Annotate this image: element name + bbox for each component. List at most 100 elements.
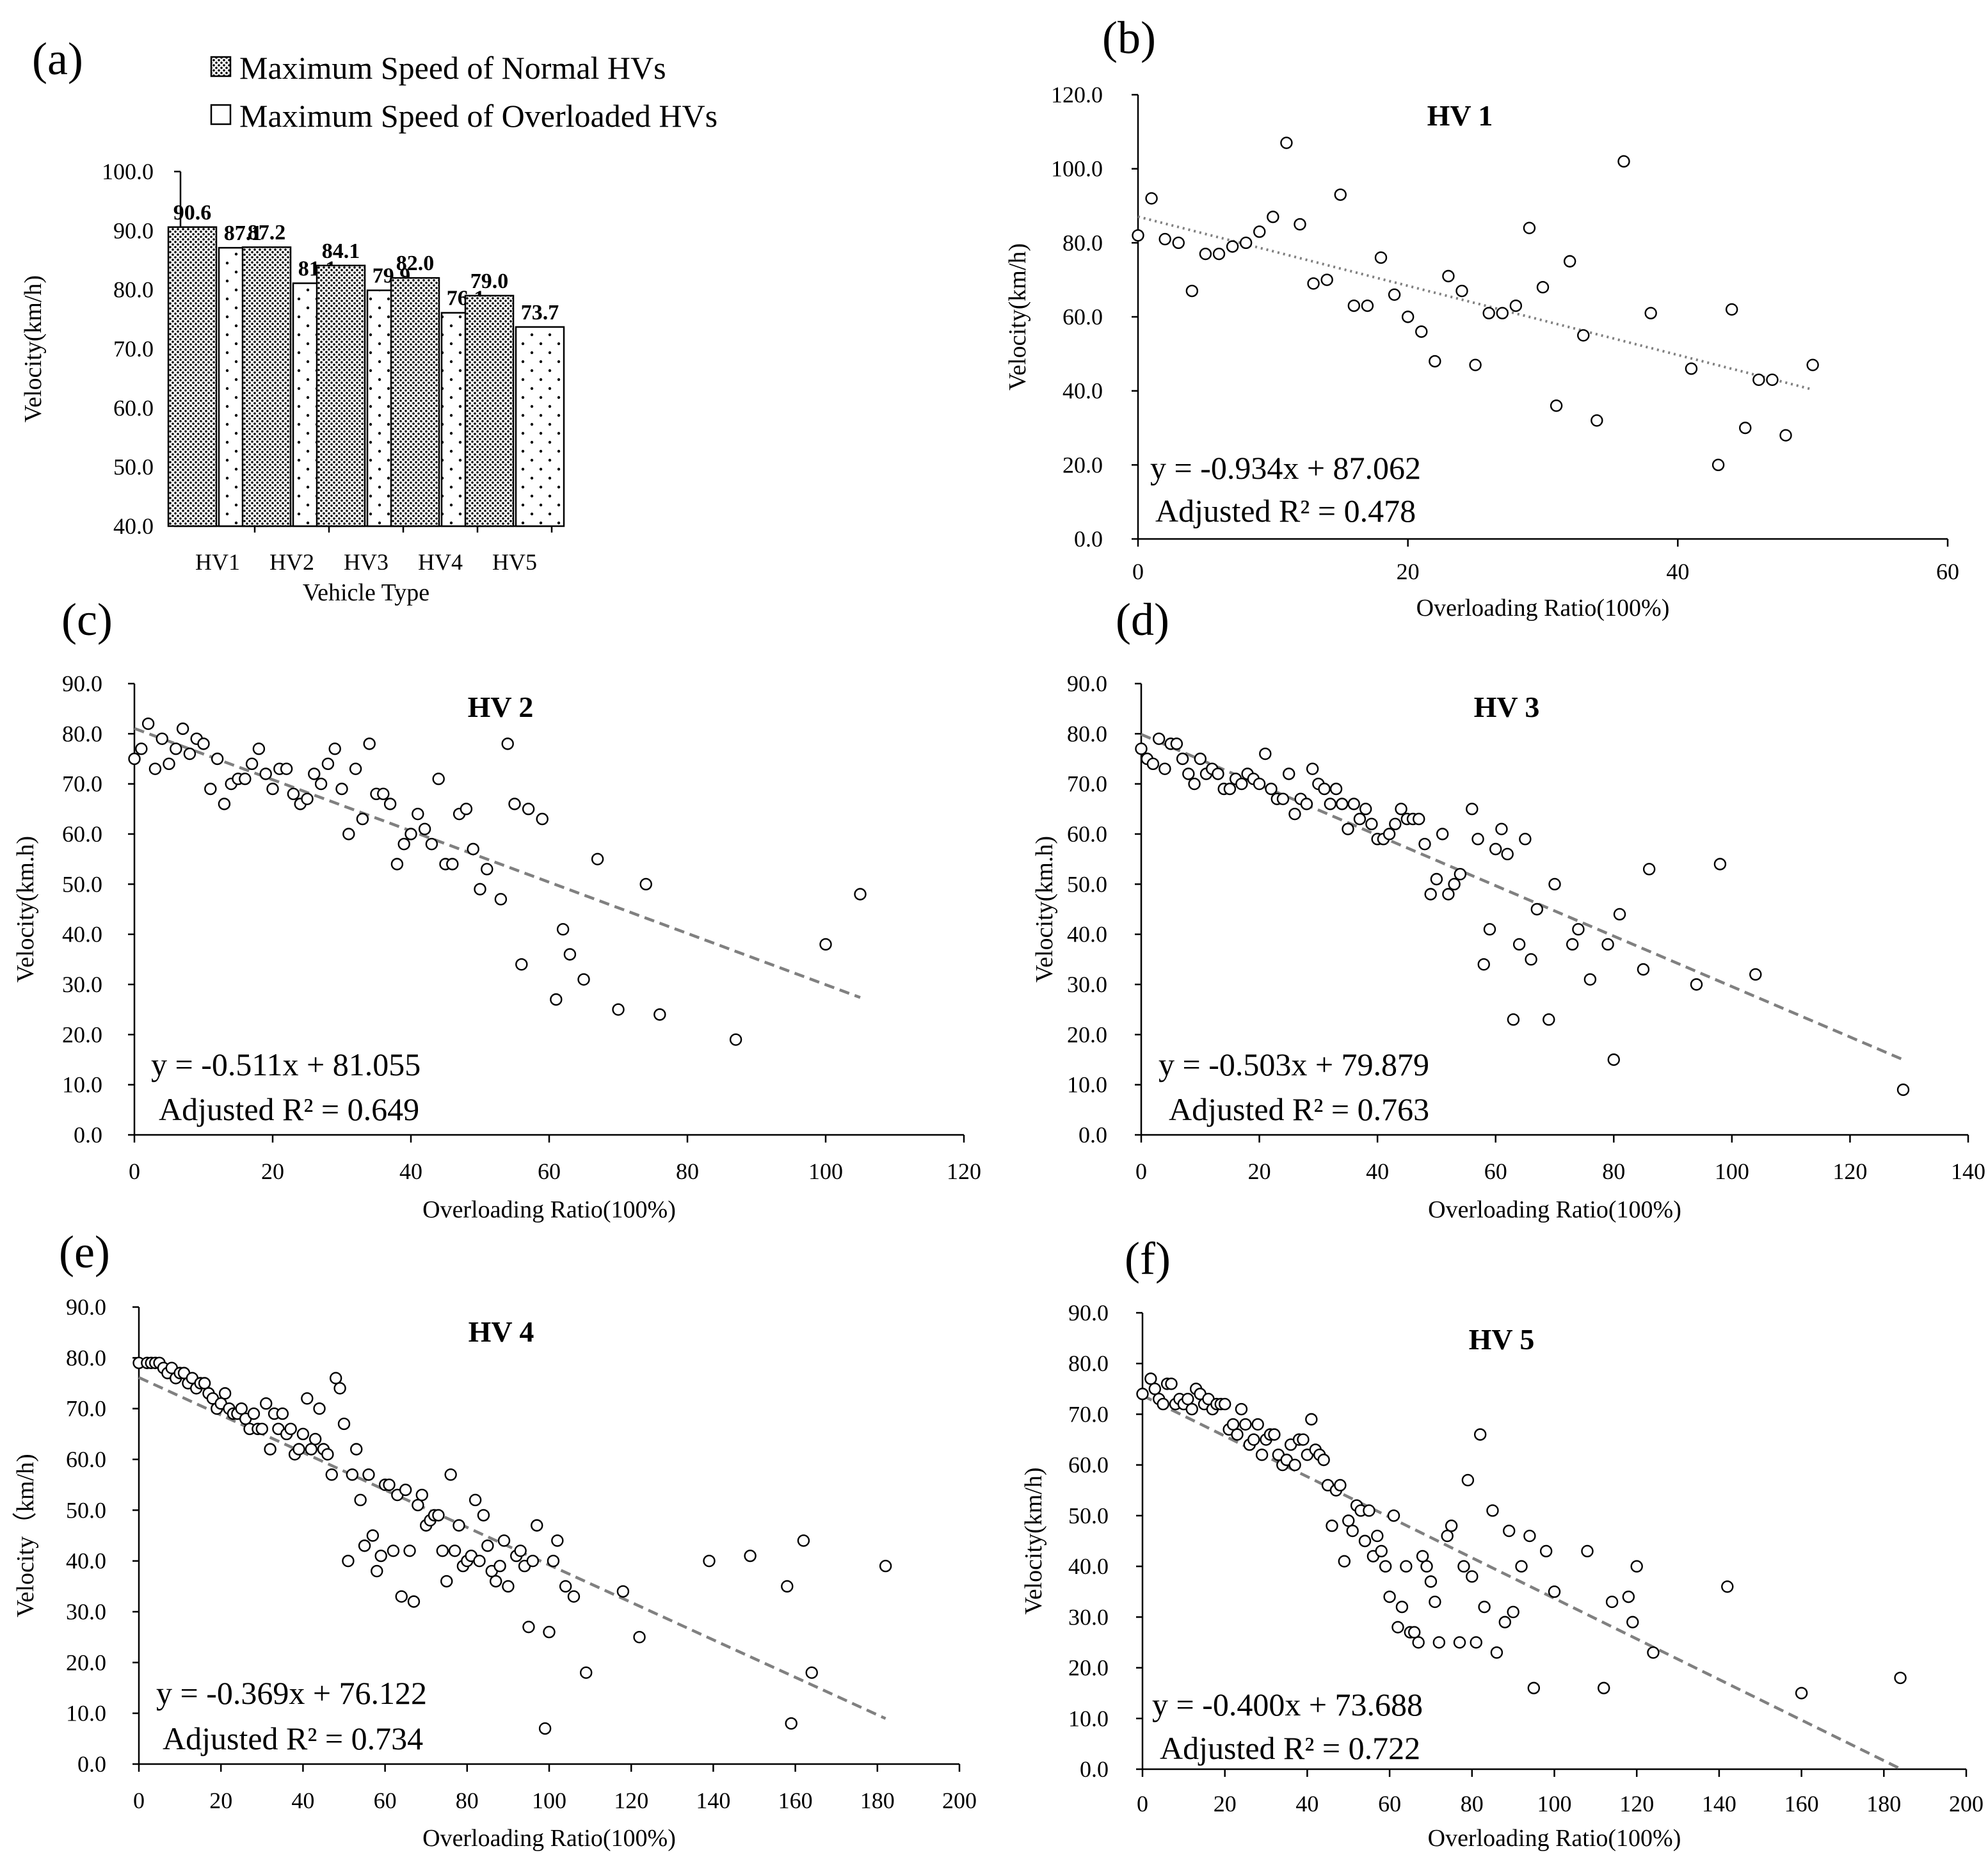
panel-e-data-point	[350, 1443, 363, 1456]
panel-c-data-point	[280, 762, 293, 775]
panel-d-data-point	[1572, 923, 1585, 936]
panel-e-data-point	[329, 1372, 342, 1384]
panel-e-data-point	[325, 1468, 338, 1481]
panel-d-regression-equation: y = -0.503x + 79.879	[1158, 1047, 1429, 1082]
panel-c-data-point	[383, 798, 397, 810]
panel-d-y-tick-label: 20.0	[1067, 1022, 1107, 1047]
panel-f-data-point	[1136, 1388, 1149, 1401]
panel-a-y-axis-title: Velocity(km/h)	[20, 275, 47, 422]
panel-f-data-point	[1247, 1433, 1260, 1446]
panel-e-data-point	[440, 1575, 453, 1588]
panel-c-data-point	[321, 757, 335, 771]
panel-d-data-point	[1318, 782, 1331, 796]
panel-e-x-tick-label: 120	[614, 1788, 648, 1813]
panel-c-data-point	[141, 717, 155, 730]
panel-d-data-point	[1483, 923, 1496, 936]
panel-b-data-point	[1347, 299, 1361, 312]
panel-c-data-point	[349, 762, 362, 775]
panel-f-data-point	[1503, 1524, 1516, 1537]
panel-c-data-point	[481, 863, 493, 876]
panel-e-data-point	[436, 1545, 449, 1557]
panel-b-y-tick-label: 80.0	[1062, 230, 1103, 255]
panel-e-data-point	[415, 1488, 428, 1502]
panel-b-x-tick-label: 60	[1936, 559, 1959, 584]
panel-f-data-point	[1515, 1560, 1528, 1573]
panel-f-data-point	[1346, 1524, 1359, 1537]
panel-f-x-tick-label: 40	[1295, 1791, 1319, 1817]
panel-d-data-point	[1430, 872, 1443, 886]
panel-f-data-point	[1185, 1402, 1198, 1416]
panel-b-data-point	[1442, 269, 1455, 283]
panel-c-data-point	[252, 742, 266, 755]
panel-d-data-point	[1489, 842, 1502, 856]
panel-d-data-point	[1359, 803, 1372, 815]
panel-d-data-point	[1471, 833, 1484, 846]
panel-c-data-point	[522, 803, 535, 815]
panel-f-y-tick-label: 30.0	[1068, 1604, 1109, 1630]
panel-e-data-point	[247, 1407, 261, 1420]
panel-e-data-point	[403, 1545, 416, 1557]
panel-d-y-tick-label: 10.0	[1067, 1072, 1107, 1098]
panel-f-y-tick-label: 10.0	[1068, 1706, 1109, 1731]
panel-c-data-point	[211, 752, 224, 766]
panel-c-data-point	[245, 757, 259, 771]
panel-e-x-tick-label: 60	[374, 1788, 397, 1813]
panel-e-data-point	[264, 1443, 277, 1456]
panel-a-bar-value-label: 90.6	[173, 201, 212, 225]
panel-e-y-tick-label: 10.0	[66, 1701, 106, 1726]
panel-f-y-tick-label: 60.0	[1068, 1452, 1109, 1478]
panel-f-x-axis-title: Overloading Ratio(100%)	[1428, 1825, 1681, 1852]
panel-b-data-point	[1739, 421, 1752, 435]
panel-f-x-tick-label: 200	[1949, 1791, 1984, 1817]
panel-c-data-point	[536, 812, 549, 826]
panel-a-bar-value-label: 82.0	[396, 252, 435, 275]
panel-c-data-point	[412, 807, 424, 821]
panel-e-data-point	[374, 1550, 387, 1562]
panel-d-data-point	[1583, 973, 1597, 986]
panel-d-data-point	[1253, 777, 1266, 791]
panel-b-data-point	[1563, 255, 1576, 268]
panel-f-data-point	[1473, 1428, 1487, 1441]
panel-e-data-point	[383, 1478, 396, 1491]
panel-c-data-point	[819, 938, 832, 951]
panel-e-data-point	[616, 1585, 630, 1598]
panel-f-data-point	[1338, 1555, 1351, 1568]
panel-e-x-axis-title: Overloading Ratio(100%)	[422, 1825, 676, 1852]
panel-c-y-tick-label: 60.0	[62, 821, 102, 847]
panel-a-bar-normal	[316, 264, 366, 527]
panel-d-data-point	[1265, 782, 1278, 796]
panel-e-data-point	[781, 1580, 794, 1593]
panel-c-data-point	[239, 773, 252, 785]
panel-b-data-point	[1766, 373, 1779, 387]
panel-d-data-point	[1507, 1013, 1520, 1026]
panel-b-y-tick-label: 60.0	[1062, 304, 1103, 330]
panel-e-x-tick-label: 200	[942, 1788, 977, 1813]
panel-a-bar-value-label: 79.0	[470, 269, 509, 293]
panel-d-x-tick-label: 60	[1484, 1159, 1507, 1184]
panel-d-y-tick-label: 50.0	[1067, 871, 1107, 897]
panel-f-label: (f)	[1125, 1233, 1171, 1284]
panel-d-data-point	[1601, 938, 1614, 951]
panel-f-data-point	[1630, 1560, 1643, 1573]
panel-a-bar-normal	[464, 294, 515, 527]
panel-d-data-point	[1501, 847, 1514, 861]
panel-e-y-tick-label: 80.0	[66, 1345, 106, 1370]
panel-e-label: (e)	[59, 1226, 110, 1278]
panel-c-data-point	[591, 853, 604, 865]
panel-b-data-point	[1496, 307, 1509, 319]
panel-f-y-tick-label: 0.0	[1080, 1756, 1109, 1782]
panel-f-data-point	[1305, 1413, 1318, 1426]
panel-f-y-tick-label: 70.0	[1068, 1401, 1109, 1427]
panel-b-data-point	[1374, 251, 1388, 264]
panel-f-data-point	[1432, 1636, 1446, 1649]
panel-c-data-point	[204, 782, 217, 796]
panel-d-y-tick-label: 40.0	[1067, 922, 1107, 947]
panel-c-data-point	[446, 858, 459, 871]
panel-d-y-tick-label: 80.0	[1067, 721, 1107, 746]
panel-e-data-point	[448, 1545, 461, 1557]
panel-b-data-point	[1523, 221, 1536, 234]
panel-c-data-point	[356, 812, 369, 826]
panel-f-data-point	[1412, 1636, 1425, 1649]
panel-c-data-point	[183, 747, 196, 760]
panel-f-data-point	[1548, 1585, 1561, 1598]
